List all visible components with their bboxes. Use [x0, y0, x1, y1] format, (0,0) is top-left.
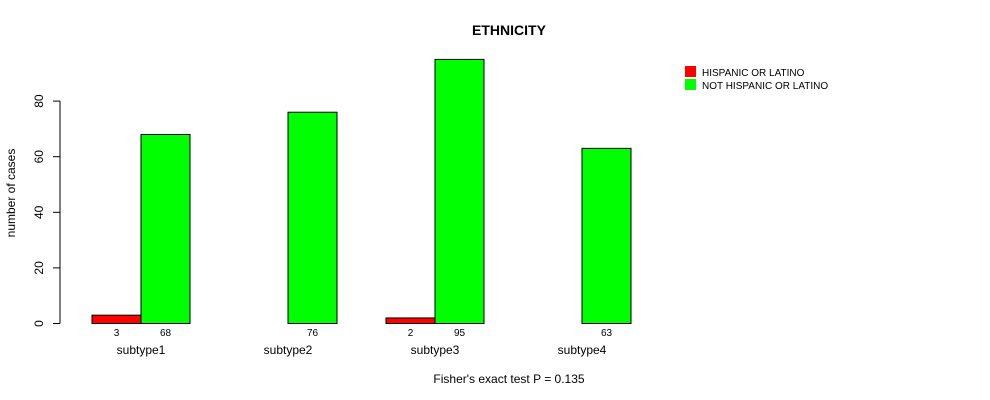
bar-subtype3-not-hispanic	[434, 58, 485, 325]
bar-subtype1-hispanic	[91, 314, 142, 325]
y-tick-label: 60	[32, 150, 46, 164]
category-label-subtype4: subtype4	[558, 343, 607, 357]
category-label-subtype1: subtype1	[117, 343, 166, 357]
legend-swatch	[685, 79, 696, 90]
y-tick-label: 80	[32, 94, 46, 108]
y-tick-label: 20	[32, 261, 46, 275]
category-labels: subtype1 subtype2 subtype3 subtype4	[117, 343, 607, 357]
category-label-subtype3: subtype3	[411, 343, 460, 357]
legend-swatch	[685, 66, 696, 77]
legend-label: NOT HISPANIC OR LATINO	[702, 81, 828, 92]
x-axis-label: Fisher's exact test P = 0.135	[433, 372, 584, 386]
y-ticks: 0 20 40 60 80	[32, 94, 60, 327]
y-tick-label: 0	[32, 320, 46, 327]
bar-subtype3-hispanic	[385, 317, 436, 325]
bars	[91, 58, 632, 325]
bar-subtype1-not-hispanic	[140, 133, 191, 324]
legend: HISPANIC OR LATINO NOT HISPANIC OR LATINO	[685, 66, 828, 92]
bar-value-label: 3	[114, 328, 120, 339]
bar-value-label: 76	[307, 328, 319, 339]
bar-labels: 3 68 76 2 95 63	[114, 328, 613, 339]
bar-subtype4-not-hispanic	[581, 147, 632, 324]
y-tick-label: 40	[32, 205, 46, 219]
bar-value-label: 68	[160, 328, 172, 339]
bar-value-label: 2	[408, 328, 414, 339]
bar-value-label: 95	[454, 328, 466, 339]
legend-label: HISPANIC OR LATINO	[702, 68, 805, 79]
category-label-subtype2: subtype2	[264, 343, 313, 357]
bar-value-label: 63	[601, 328, 613, 339]
y-axis-label: number of cases	[4, 149, 18, 238]
bar-subtype2-not-hispanic	[287, 111, 338, 324]
chart-title: ETHNICITY	[472, 22, 547, 38]
